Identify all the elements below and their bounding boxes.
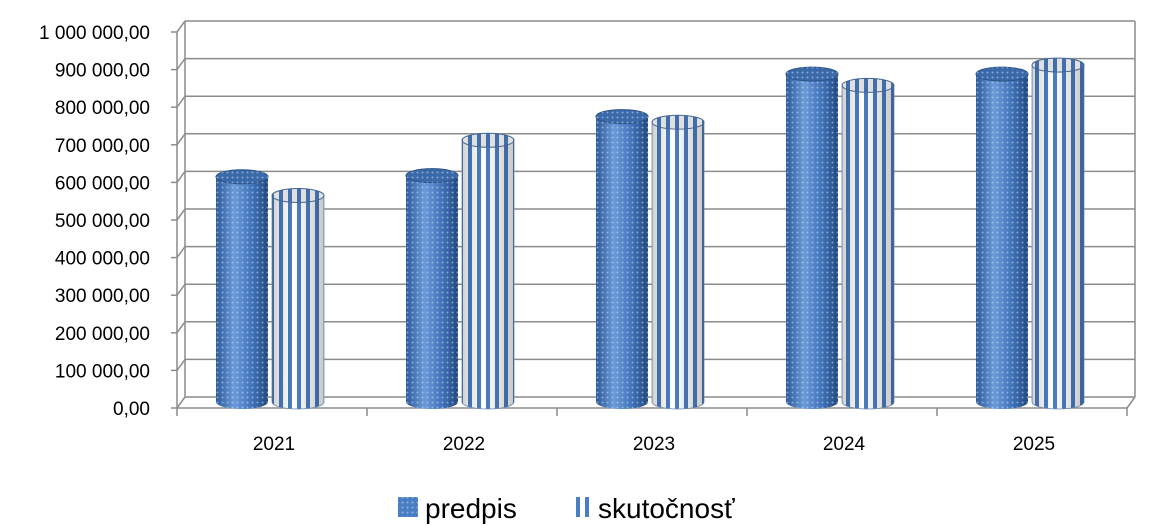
bar-stripes-2024	[841, 77, 895, 410]
gridline-diag	[176, 246, 186, 259]
y-tick-label: 1 000 000,00	[39, 23, 150, 44]
gridline-diag	[176, 58, 186, 71]
gridline-diag	[176, 283, 186, 296]
x-tick-label: 2025	[1013, 434, 1055, 455]
legend-label: predpis	[425, 493, 517, 524]
legend-item: skutočnosť	[572, 493, 735, 524]
bar-stripes-2023	[651, 114, 705, 410]
gridline-diag	[176, 170, 186, 183]
legend-swatch	[572, 497, 592, 517]
bar-stripes-2022	[461, 132, 515, 410]
x-tick-label: 2023	[633, 434, 675, 455]
bars-layer	[215, 57, 1085, 410]
y-tick-label: 900 000,00	[55, 61, 150, 82]
legend-item: predpis	[398, 493, 517, 524]
y-tick-label: 500 000,00	[55, 211, 150, 232]
bar-stripes-2025	[1031, 57, 1085, 410]
bar-dots-2022	[405, 168, 459, 409]
bar-dots-2025	[975, 66, 1029, 409]
y-tick-label: 200 000,00	[55, 324, 150, 345]
gridline-diag	[176, 358, 186, 371]
legend: predpis skutočnosť	[398, 493, 735, 524]
axis-layer: 0,00 100 000,00 200 000,00 300 000,00 400 00…	[39, 21, 1136, 455]
y-tick-label: 700 000,00	[55, 136, 150, 157]
gridline-diag	[176, 208, 186, 221]
bar-stripes-2021	[271, 188, 325, 410]
bar-dots-2021	[215, 169, 269, 409]
y-tick-label: 100 000,00	[55, 361, 150, 382]
y-tick-label: 400 000,00	[55, 249, 150, 270]
y-tick-label: 0,00	[113, 399, 150, 420]
y-tick-label: 800 000,00	[55, 98, 150, 119]
y-tick-label: 600 000,00	[55, 173, 150, 194]
x-tick-label: 2022	[443, 434, 485, 455]
floor-edge	[1126, 396, 1136, 409]
gridline-diag	[176, 133, 186, 146]
gridline-diag	[176, 95, 186, 108]
bar-dots-2023	[595, 109, 649, 409]
x-tick-label: 2021	[253, 434, 295, 455]
x-tick-label: 2024	[823, 434, 866, 455]
y-tick-label: 300 000,00	[55, 286, 150, 307]
gridline-diag	[176, 396, 186, 409]
bar-dots-2024	[785, 66, 839, 409]
gridline-diag	[176, 321, 186, 334]
gridline-diag	[176, 20, 186, 33]
legend-label: skutočnosť	[598, 493, 735, 524]
